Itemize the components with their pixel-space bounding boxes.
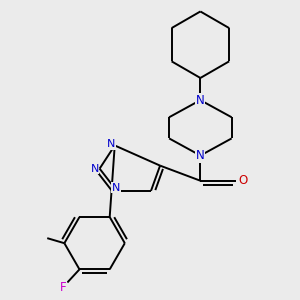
- Text: N: N: [106, 140, 115, 149]
- Text: N: N: [90, 164, 99, 174]
- Text: F: F: [60, 281, 67, 294]
- Text: N: N: [112, 183, 120, 193]
- Text: N: N: [196, 94, 205, 106]
- Text: N: N: [196, 149, 205, 162]
- Text: O: O: [238, 174, 247, 187]
